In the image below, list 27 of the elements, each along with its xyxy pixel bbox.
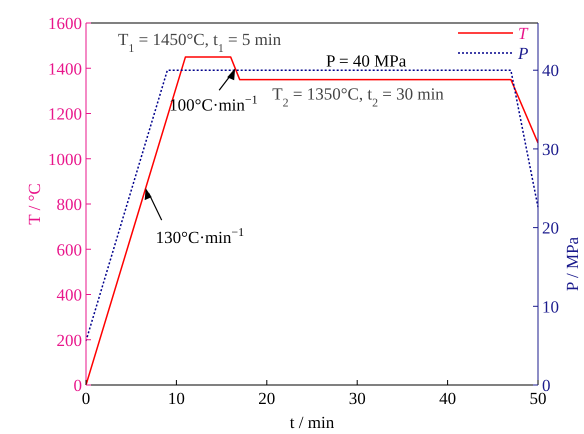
y2-tick-label: 30 [542,140,559,159]
annotation: P = 40 MPa [326,51,407,70]
y-tick-label: 1000 [48,150,82,169]
y2-tick-label: 40 [542,61,559,80]
annotation: T$_{2}$ = 1350°C, t$_{2}$ = 30 min [272,84,444,110]
annotation: 130°C·min$^{−1}$ [156,225,244,248]
y-tick-label: 400 [56,286,82,304]
y-tick-label: 1200 [48,104,82,124]
y-tick-label: 200 [56,330,82,350]
x-axis-title: t / min [290,413,335,432]
y-axis-title: T / °C [25,183,44,225]
y-tick-label: 600 [56,240,82,260]
annotation: T$_{1}$ = 1450°C, t$_{1}$ = 5 min [118,30,282,55]
y2-tick-label: 10 [542,297,559,316]
x-tick-label: 40 [439,389,456,408]
y2-axis-title: P / MPa [563,236,582,292]
y-tick-label: 1600 [48,14,82,33]
annotation: 100°C·min$^{−1}$ [169,92,258,114]
x-tick-label: 20 [258,389,276,408]
legend-label: T [518,24,529,43]
y-tick-label: 1400 [48,59,82,78]
x-tick-label: 10 [168,389,185,408]
y-tick-label: 800 [56,195,82,214]
y-tick-label: 0 [74,376,82,395]
y2-tick-label: 20 [542,218,559,238]
x-tick-label: 30 [348,389,366,408]
legend-label: P [517,44,528,63]
